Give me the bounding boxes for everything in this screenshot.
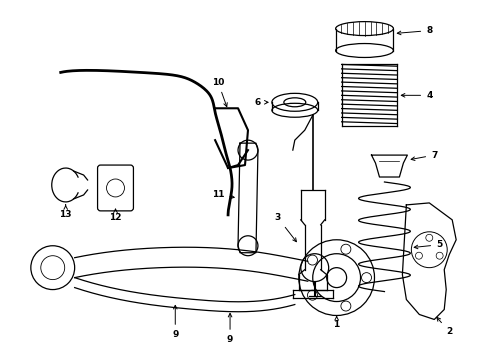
Text: 5: 5 — [414, 240, 442, 249]
Text: 9: 9 — [227, 313, 233, 344]
Text: 4: 4 — [401, 91, 433, 100]
Text: 13: 13 — [59, 205, 72, 219]
Text: 3: 3 — [275, 213, 296, 242]
Text: 6: 6 — [255, 98, 268, 107]
Text: 10: 10 — [212, 78, 227, 107]
Text: 7: 7 — [411, 150, 438, 161]
Text: 9: 9 — [172, 305, 178, 339]
Text: 11: 11 — [212, 190, 234, 199]
Text: 2: 2 — [437, 318, 452, 336]
Text: 8: 8 — [397, 26, 432, 35]
Text: 12: 12 — [109, 209, 122, 222]
Text: 1: 1 — [334, 316, 340, 329]
